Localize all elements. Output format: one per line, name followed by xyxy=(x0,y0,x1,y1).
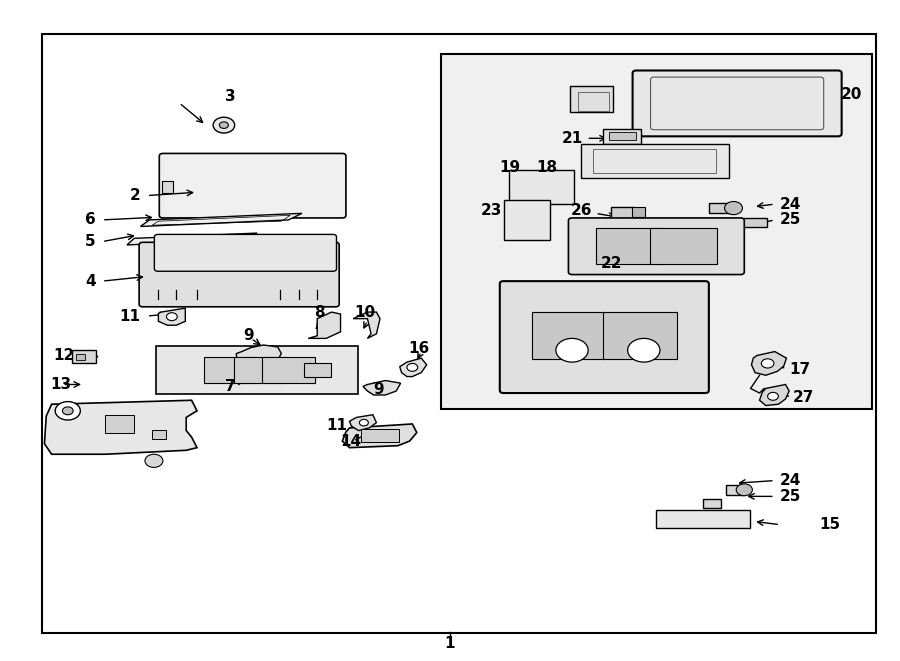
Bar xyxy=(157,346,358,394)
Circle shape xyxy=(407,364,418,371)
Polygon shape xyxy=(400,358,427,377)
Polygon shape xyxy=(363,381,400,395)
Text: 11: 11 xyxy=(120,309,140,323)
Text: 15: 15 xyxy=(819,517,841,532)
Bar xyxy=(656,510,750,528)
Circle shape xyxy=(62,407,73,414)
Text: 24: 24 xyxy=(780,196,802,212)
Text: 18: 18 xyxy=(536,160,557,175)
Bar xyxy=(743,218,767,227)
Bar xyxy=(596,229,663,264)
Text: 19: 19 xyxy=(499,160,520,175)
Text: 22: 22 xyxy=(601,256,622,271)
Bar xyxy=(608,132,635,140)
Bar xyxy=(580,143,729,178)
Circle shape xyxy=(627,338,660,362)
Text: 24: 24 xyxy=(780,473,802,488)
Bar xyxy=(105,415,134,432)
Bar xyxy=(234,357,286,383)
Bar xyxy=(603,312,677,360)
Polygon shape xyxy=(760,385,789,406)
Bar xyxy=(571,86,613,112)
Text: 6: 6 xyxy=(85,212,95,227)
Bar xyxy=(162,181,173,193)
Circle shape xyxy=(768,393,778,401)
Polygon shape xyxy=(752,352,787,375)
Text: 11: 11 xyxy=(326,418,346,434)
Polygon shape xyxy=(353,312,380,338)
Text: 9: 9 xyxy=(243,328,254,342)
Bar xyxy=(504,200,551,241)
Bar xyxy=(726,485,744,495)
Polygon shape xyxy=(342,424,417,447)
Circle shape xyxy=(359,419,368,426)
Bar xyxy=(532,312,605,360)
FancyBboxPatch shape xyxy=(633,71,842,136)
Text: 27: 27 xyxy=(793,390,814,405)
Text: 26: 26 xyxy=(571,203,592,218)
Circle shape xyxy=(761,359,774,368)
Circle shape xyxy=(724,202,742,215)
Circle shape xyxy=(213,117,235,133)
Text: 20: 20 xyxy=(841,87,861,102)
Polygon shape xyxy=(44,401,197,454)
Circle shape xyxy=(145,454,163,467)
Text: 16: 16 xyxy=(408,342,429,356)
Bar xyxy=(632,208,644,217)
Text: 9: 9 xyxy=(373,382,383,397)
Text: 2: 2 xyxy=(130,188,140,203)
Text: 1: 1 xyxy=(445,637,455,651)
Circle shape xyxy=(220,122,229,128)
Polygon shape xyxy=(349,414,376,430)
Bar xyxy=(610,207,634,220)
Bar xyxy=(263,357,314,383)
Text: 3: 3 xyxy=(225,89,236,104)
Polygon shape xyxy=(237,345,282,364)
Bar xyxy=(441,54,872,409)
Bar xyxy=(603,129,641,143)
Polygon shape xyxy=(158,308,185,325)
Text: 7: 7 xyxy=(225,379,236,394)
Text: 14: 14 xyxy=(341,434,362,449)
Bar xyxy=(304,363,330,377)
FancyBboxPatch shape xyxy=(140,243,339,307)
Circle shape xyxy=(736,484,752,496)
Text: 8: 8 xyxy=(315,305,325,319)
Polygon shape xyxy=(308,312,340,338)
Bar xyxy=(509,170,574,204)
Bar xyxy=(361,429,399,442)
Text: 23: 23 xyxy=(481,203,502,218)
Bar xyxy=(72,350,95,364)
FancyBboxPatch shape xyxy=(159,153,346,218)
Polygon shape xyxy=(140,214,302,227)
Bar xyxy=(593,149,716,173)
Text: 25: 25 xyxy=(780,212,802,227)
Bar xyxy=(204,357,256,383)
Text: 10: 10 xyxy=(355,305,375,319)
Text: 12: 12 xyxy=(54,348,75,363)
Bar xyxy=(703,499,721,508)
Text: 13: 13 xyxy=(50,377,72,392)
FancyBboxPatch shape xyxy=(569,218,744,274)
Bar xyxy=(578,93,609,110)
FancyBboxPatch shape xyxy=(155,235,337,271)
Bar xyxy=(650,229,717,264)
Text: 17: 17 xyxy=(789,362,810,377)
Text: 4: 4 xyxy=(85,274,95,289)
Bar xyxy=(152,430,166,439)
Polygon shape xyxy=(127,233,257,245)
FancyBboxPatch shape xyxy=(500,281,709,393)
Circle shape xyxy=(55,402,80,420)
Bar xyxy=(76,354,85,360)
Bar xyxy=(709,203,733,214)
Circle shape xyxy=(166,313,177,321)
Text: 5: 5 xyxy=(85,234,95,249)
Circle shape xyxy=(556,338,589,362)
Text: 21: 21 xyxy=(562,131,583,146)
Text: 25: 25 xyxy=(780,489,802,504)
